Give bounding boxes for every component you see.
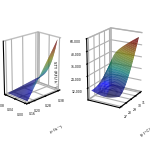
X-axis label: μ (h⁻¹): μ (h⁻¹) <box>49 126 63 134</box>
X-axis label: θ (°C): θ (°C) <box>141 127 150 138</box>
